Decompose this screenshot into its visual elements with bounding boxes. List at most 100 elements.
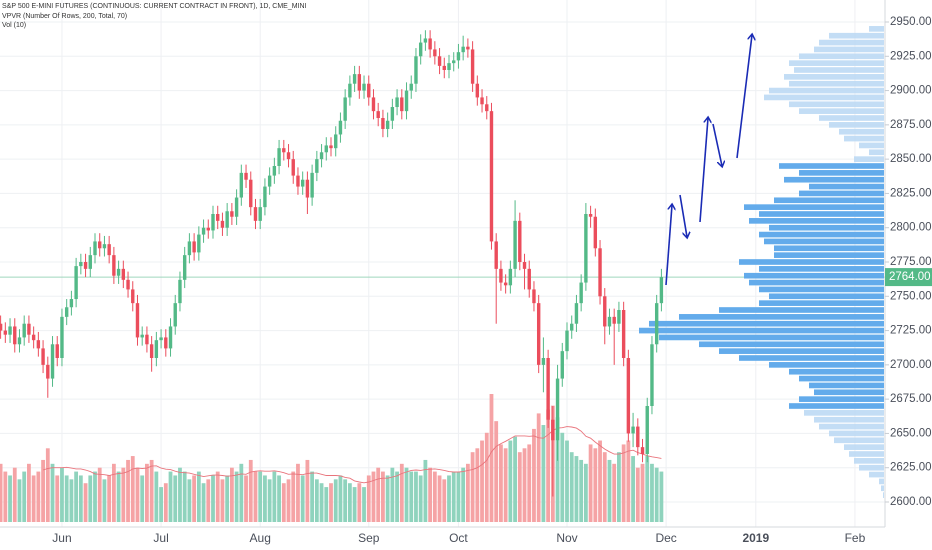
volume-bar: [569, 452, 574, 522]
candle-body: [164, 337, 168, 349]
profile-row: [769, 87, 884, 94]
candle-body: [3, 330, 8, 335]
candle-body: [348, 83, 352, 98]
candle-body: [282, 148, 286, 153]
profile-row: [829, 122, 884, 128]
volume-bar: [423, 459, 428, 522]
profile-row: [769, 293, 884, 300]
profile-row: [744, 204, 884, 210]
volume-bar: [357, 483, 362, 522]
volume-bar: [83, 483, 88, 522]
volume-bar: [272, 471, 277, 522]
candle-body: [588, 214, 593, 217]
candle-body: [0, 323, 3, 331]
volume-bar: [187, 479, 192, 522]
candle-body: [456, 52, 461, 61]
volume-bar: [635, 467, 640, 522]
candle-body: [55, 344, 59, 358]
candle-body: [551, 419, 555, 441]
candle-body: [83, 262, 88, 269]
candle-body: [17, 337, 22, 345]
candle-body: [400, 97, 404, 112]
profile-row: [854, 156, 884, 162]
volume-bar: [291, 471, 296, 522]
profile-row: [814, 389, 884, 396]
candles: [0, 30, 664, 497]
profile-row: [879, 478, 884, 485]
y-tick-label: 2600.00: [890, 496, 932, 508]
profile-row: [759, 300, 884, 306]
volume-bar: [154, 471, 159, 522]
volume-bar: [281, 483, 286, 522]
volume-bar: [461, 467, 466, 522]
candle-body: [79, 262, 83, 267]
candle-body: [343, 97, 347, 121]
candle-body: [315, 159, 319, 173]
profile-row: [749, 218, 884, 224]
volume-bar: [583, 463, 588, 522]
volume-bar: [0, 463, 3, 522]
volume-bar: [17, 479, 22, 522]
candle-body: [324, 145, 328, 153]
candle-body: [216, 214, 220, 221]
candle-body: [522, 262, 527, 269]
x-tick-label: Dec: [655, 531, 676, 545]
volume-bar: [645, 456, 650, 522]
profile-row: [789, 403, 884, 409]
profile-row: [814, 46, 884, 53]
candle-body: [466, 46, 470, 50]
candle-body: [503, 282, 508, 286]
y-tick-label: 2925.00: [890, 50, 932, 62]
volume-bar: [574, 456, 579, 522]
volume-bar: [437, 475, 442, 522]
candle-body: [60, 316, 64, 358]
drawn-arrows: [665, 35, 752, 286]
candle-body: [645, 406, 649, 454]
candle-body: [565, 330, 569, 352]
volume-bar: [192, 475, 197, 522]
candle-body: [201, 227, 206, 235]
volume-bar: [480, 440, 484, 522]
volume-bar: [366, 475, 371, 522]
volume-bar: [579, 459, 584, 522]
volume-bar: [69, 479, 74, 522]
profile-row: [881, 485, 884, 492]
volume-bar: [456, 471, 461, 522]
x-tick-label: Nov: [556, 531, 577, 545]
profile-row: [799, 375, 884, 382]
volume-bar: [362, 487, 366, 522]
candle-body: [536, 303, 541, 365]
candle-body: [244, 172, 248, 180]
candle-body: [636, 426, 640, 448]
x-tick-label: Sep: [358, 531, 380, 545]
profile-row: [784, 74, 884, 80]
candle-body: [418, 42, 423, 57]
volume-bar: [442, 479, 447, 522]
profile-row: [814, 416, 884, 423]
candle-body: [64, 307, 69, 317]
candle-body: [159, 337, 163, 341]
y-tick-label: 2725.00: [890, 325, 932, 337]
profile-row: [759, 231, 884, 238]
volume-bar: [395, 471, 399, 522]
candle-body: [36, 340, 41, 349]
volume-bar: [432, 471, 437, 522]
candle-body: [494, 241, 498, 269]
volume-bar: [598, 440, 602, 522]
candle-body: [310, 172, 314, 198]
volume-bar: [352, 487, 357, 522]
volume-bar: [347, 483, 352, 522]
volume-bar: [484, 432, 489, 522]
candle-body: [367, 83, 371, 98]
candle-body: [178, 279, 182, 304]
y-tick-label: 2850.00: [890, 153, 932, 165]
volume-bar: [121, 467, 126, 522]
candle-body: [239, 172, 244, 198]
volume-bar: [499, 444, 503, 522]
candle-body: [41, 348, 45, 365]
volume-bar: [220, 479, 225, 522]
candle-body: [404, 90, 409, 112]
candle-body: [182, 255, 187, 280]
candle-body: [135, 303, 140, 338]
